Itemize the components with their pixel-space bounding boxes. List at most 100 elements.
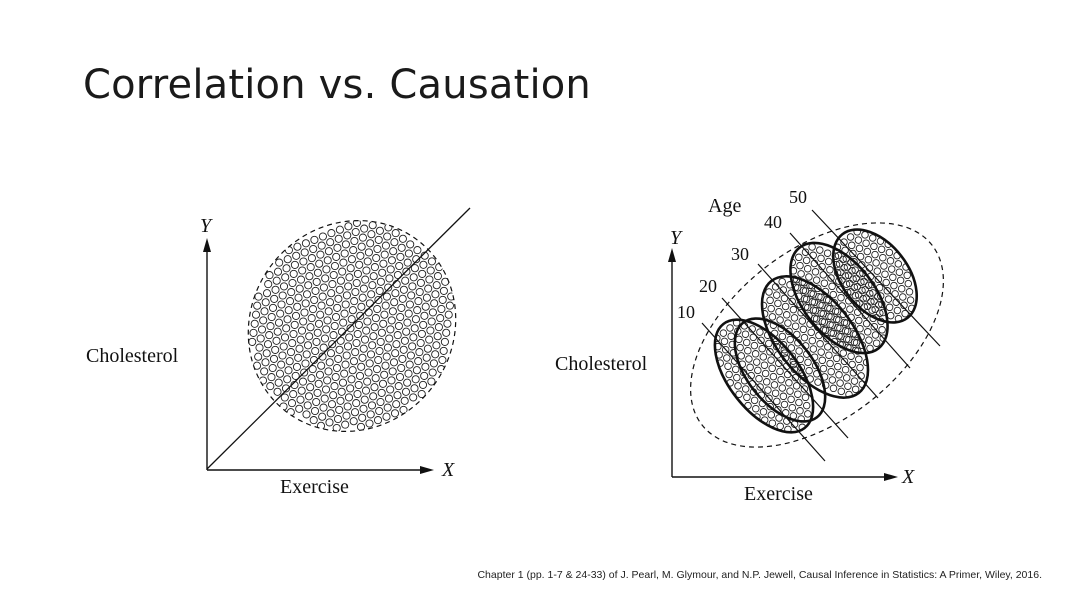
data-point xyxy=(420,311,429,320)
data-point xyxy=(400,336,409,345)
data-point xyxy=(307,254,316,263)
data-point xyxy=(782,311,791,319)
data-point xyxy=(364,248,373,257)
data-point xyxy=(395,372,405,382)
data-point xyxy=(425,335,434,344)
data-point xyxy=(271,345,280,354)
data-point xyxy=(327,400,337,409)
data-point xyxy=(379,319,388,328)
data-point xyxy=(309,244,318,254)
left-x-axis-letter: X xyxy=(441,459,455,481)
data-point xyxy=(824,343,832,351)
data-point xyxy=(335,225,344,234)
data-point xyxy=(347,255,356,264)
data-point xyxy=(802,401,811,410)
data-point xyxy=(371,314,380,323)
data-point xyxy=(851,291,860,300)
data-point xyxy=(301,239,310,248)
data-point xyxy=(390,409,400,418)
data-point xyxy=(877,245,886,254)
data-point xyxy=(332,363,342,373)
data-point xyxy=(393,270,402,280)
data-point xyxy=(826,320,834,329)
data-point xyxy=(873,267,882,275)
data-point xyxy=(810,314,819,323)
data-point xyxy=(842,374,851,382)
data-point xyxy=(783,370,792,379)
data-point xyxy=(345,333,354,342)
data-point xyxy=(767,356,775,364)
age-label-30: 30 xyxy=(731,244,749,264)
data-point xyxy=(254,292,263,301)
data-point xyxy=(340,249,349,258)
data-point xyxy=(410,384,419,393)
data-point xyxy=(786,335,794,344)
data-point xyxy=(440,337,449,346)
data-point xyxy=(297,386,306,395)
data-point xyxy=(265,271,274,280)
data-point xyxy=(327,229,336,238)
data-point xyxy=(325,298,335,307)
data-point xyxy=(277,300,286,309)
data-point xyxy=(787,344,796,352)
data-point xyxy=(903,271,911,280)
data-point xyxy=(367,401,377,410)
data-point xyxy=(760,361,769,369)
data-point xyxy=(349,417,358,426)
data-point xyxy=(273,267,283,276)
data-point xyxy=(418,269,427,278)
data-point xyxy=(799,286,808,295)
data-point xyxy=(727,332,735,340)
data-point xyxy=(768,313,777,321)
data-point xyxy=(776,316,784,324)
data-point xyxy=(296,335,305,344)
data-point xyxy=(431,290,440,299)
data-point xyxy=(376,397,385,407)
data-point xyxy=(801,393,810,402)
data-point xyxy=(816,340,824,348)
data-point xyxy=(376,277,385,286)
data-point xyxy=(796,261,804,270)
data-point xyxy=(852,274,861,283)
data-point xyxy=(360,335,370,344)
data-point xyxy=(342,351,351,360)
data-point xyxy=(287,288,296,297)
data-point xyxy=(381,361,390,370)
data-point xyxy=(789,360,798,369)
data-point xyxy=(899,293,907,301)
data-point xyxy=(378,268,387,277)
data-point xyxy=(827,367,835,376)
data-point xyxy=(854,236,863,244)
data-point xyxy=(773,397,781,406)
data-point xyxy=(805,273,813,281)
data-point xyxy=(744,346,752,355)
data-point xyxy=(777,375,785,384)
right-x-axis-label: Exercise xyxy=(744,483,813,505)
data-point xyxy=(421,362,430,371)
data-point xyxy=(287,399,297,408)
data-point xyxy=(890,281,898,290)
data-point xyxy=(413,306,422,315)
left-y-axis-label: Cholesterol xyxy=(86,345,179,367)
data-point xyxy=(414,297,423,306)
data-point xyxy=(350,408,360,417)
data-point xyxy=(775,307,783,316)
data-point xyxy=(389,358,399,367)
data-point xyxy=(404,369,413,378)
data-point xyxy=(837,268,845,276)
data-point xyxy=(304,392,314,401)
data-point xyxy=(883,287,892,295)
data-point xyxy=(380,250,389,259)
data-point xyxy=(345,273,354,282)
data-point xyxy=(309,416,318,425)
data-point xyxy=(374,295,383,305)
data-point xyxy=(830,299,839,307)
data-point xyxy=(751,350,760,358)
data-point xyxy=(386,265,395,274)
left-diagram: Y X Cholesterol Exercise xyxy=(86,207,471,498)
data-point xyxy=(868,234,877,242)
data-point xyxy=(891,290,899,298)
data-point xyxy=(300,308,309,317)
data-point xyxy=(284,306,293,315)
data-point xyxy=(414,357,423,366)
